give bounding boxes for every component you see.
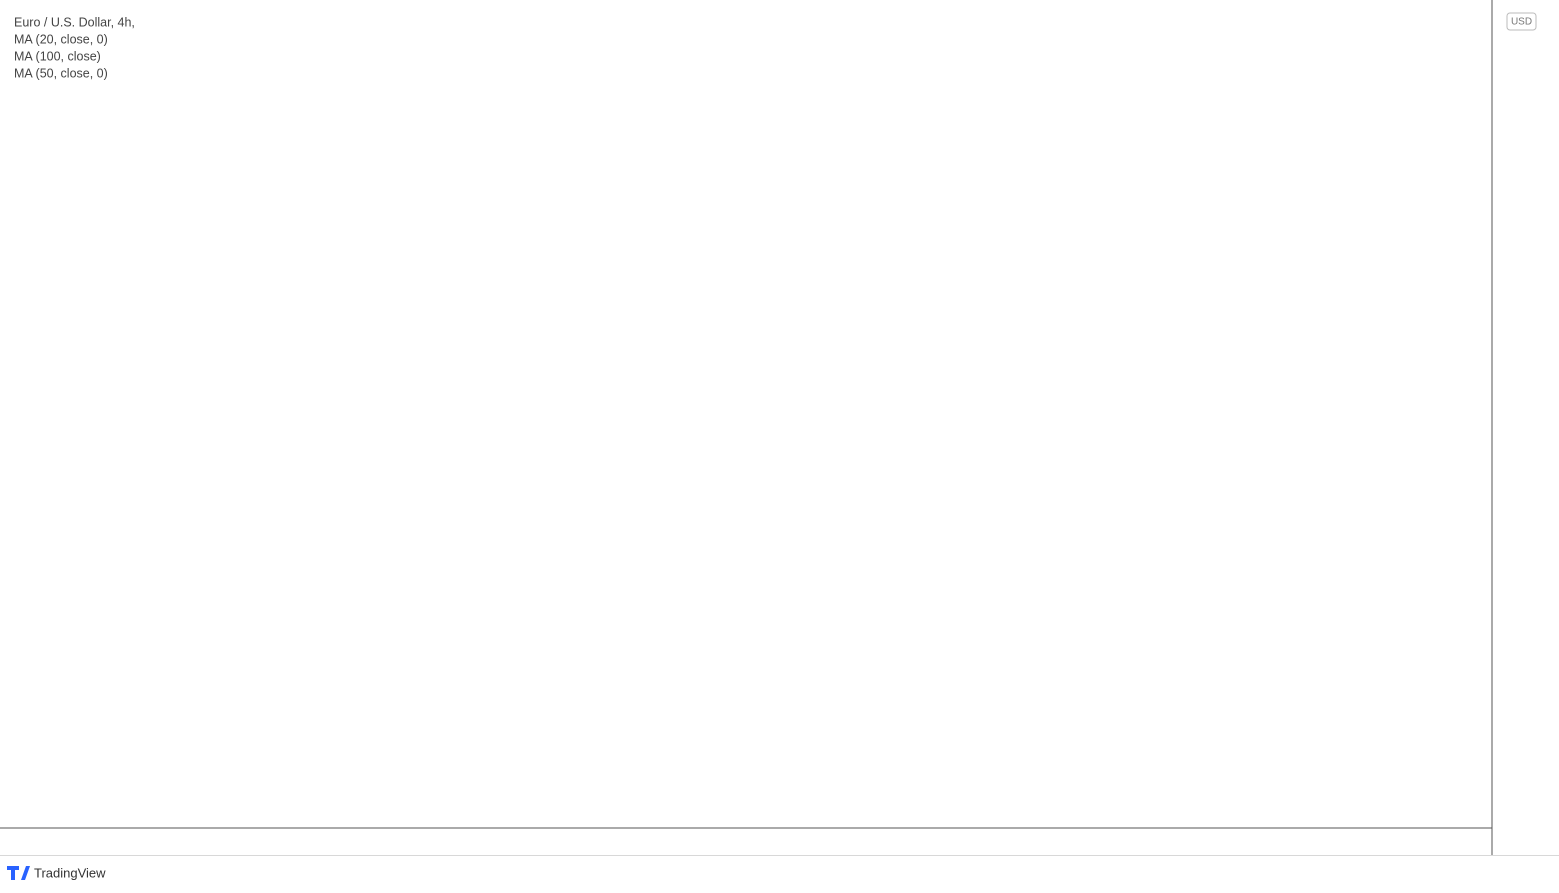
currency-box[interactable] [1506,12,1537,31]
legend-entry: MA (20, close, 0) [14,32,108,46]
footer-text: TradingView [34,865,106,880]
legend-entry: MA (100, close) [14,49,101,63]
logo-icon [7,866,30,880]
legend-entry: MA (50, close, 0) [14,66,108,80]
chart-title: Euro / U.S. Dollar, 4h, [14,15,135,29]
tradingview-logo[interactable]: TradingView [7,865,106,880]
currency-label: USD [1511,17,1532,28]
